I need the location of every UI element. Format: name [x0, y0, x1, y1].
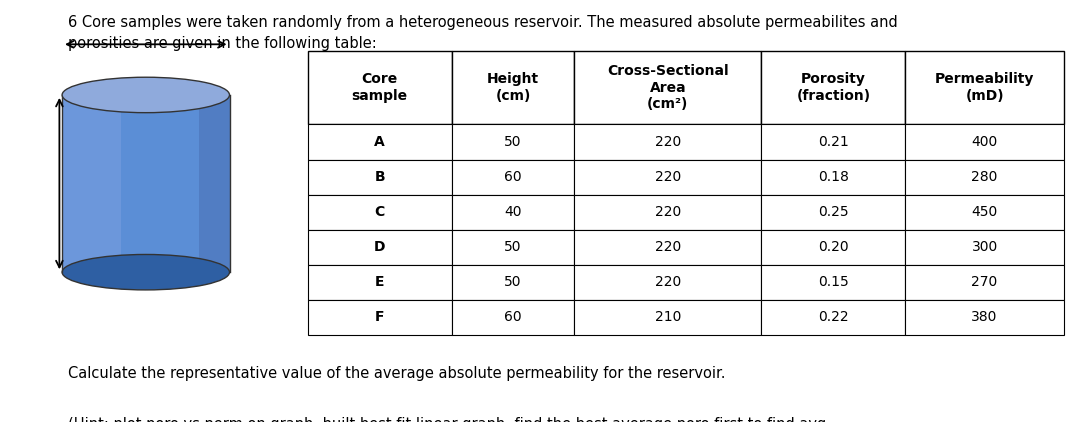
Bar: [451, 51, 575, 124]
Text: C: C: [375, 205, 384, 219]
Bar: [308, 300, 451, 335]
Bar: [451, 195, 575, 230]
Bar: [575, 124, 761, 160]
Bar: [905, 300, 1064, 335]
Text: Height
(cm): Height (cm): [487, 73, 539, 103]
Bar: [905, 230, 1064, 265]
Text: Calculate the representative value of the average absolute permeability for the : Calculate the representative value of th…: [68, 366, 726, 381]
Text: 210: 210: [654, 310, 681, 324]
Bar: [575, 160, 761, 195]
Text: (Hint: plot poro vs perm on graph, built best fit linear graph, find the best av: (Hint: plot poro vs perm on graph, built…: [68, 417, 826, 422]
Text: D: D: [374, 240, 386, 254]
Bar: [451, 124, 575, 160]
Bar: [761, 265, 905, 300]
Ellipse shape: [63, 254, 229, 290]
Text: E: E: [375, 275, 384, 289]
Bar: [575, 51, 761, 124]
Bar: [905, 124, 1064, 160]
Bar: [905, 160, 1064, 195]
Text: A: A: [375, 135, 386, 149]
Bar: [761, 51, 905, 124]
Text: F: F: [375, 310, 384, 324]
Text: 220: 220: [654, 205, 680, 219]
Text: Permeability
(mD): Permeability (mD): [935, 73, 1035, 103]
Text: 50: 50: [504, 135, 522, 149]
Bar: [761, 230, 905, 265]
Bar: [200, 95, 230, 272]
Text: 60: 60: [504, 170, 522, 184]
Text: 60: 60: [504, 310, 522, 324]
Bar: [308, 160, 451, 195]
Text: 380: 380: [971, 310, 998, 324]
Text: 0.21: 0.21: [818, 135, 849, 149]
Text: Core
sample: Core sample: [352, 73, 408, 103]
Bar: [63, 95, 230, 272]
Bar: [451, 160, 575, 195]
Text: porosities are given in the following table:: porosities are given in the following ta…: [68, 36, 377, 51]
Bar: [451, 300, 575, 335]
Text: 400: 400: [972, 135, 998, 149]
Bar: [308, 124, 451, 160]
Text: 220: 220: [654, 275, 680, 289]
Bar: [575, 300, 761, 335]
Bar: [905, 51, 1064, 124]
Bar: [761, 124, 905, 160]
Text: Cross-Sectional
Area
(cm²): Cross-Sectional Area (cm²): [607, 65, 729, 111]
Text: 0.20: 0.20: [818, 240, 849, 254]
Bar: [575, 265, 761, 300]
Bar: [308, 51, 451, 124]
Text: 270: 270: [972, 275, 998, 289]
Text: 50: 50: [504, 275, 522, 289]
Bar: [905, 195, 1064, 230]
Text: 300: 300: [972, 240, 998, 254]
Text: 220: 220: [654, 240, 680, 254]
Text: 50: 50: [504, 240, 522, 254]
Bar: [761, 300, 905, 335]
Text: B: B: [375, 170, 386, 184]
Text: 40: 40: [504, 205, 522, 219]
Text: 0.25: 0.25: [818, 205, 849, 219]
Bar: [63, 95, 121, 272]
Bar: [575, 230, 761, 265]
Text: Porosity
(fraction): Porosity (fraction): [796, 73, 870, 103]
Text: 450: 450: [972, 205, 998, 219]
Bar: [308, 195, 451, 230]
Bar: [451, 230, 575, 265]
Bar: [575, 195, 761, 230]
Text: 0.22: 0.22: [818, 310, 849, 324]
Text: 280: 280: [971, 170, 998, 184]
Text: 220: 220: [654, 170, 680, 184]
Text: 0.18: 0.18: [818, 170, 849, 184]
Bar: [761, 195, 905, 230]
Text: 220: 220: [654, 135, 680, 149]
Bar: [761, 160, 905, 195]
Text: 6 Core samples were taken randomly from a heterogeneous reservoir. The measured : 6 Core samples were taken randomly from …: [68, 15, 897, 30]
Bar: [308, 265, 451, 300]
Text: 0.15: 0.15: [818, 275, 849, 289]
Bar: [451, 265, 575, 300]
Ellipse shape: [63, 77, 229, 113]
Bar: [308, 230, 451, 265]
Bar: [905, 265, 1064, 300]
